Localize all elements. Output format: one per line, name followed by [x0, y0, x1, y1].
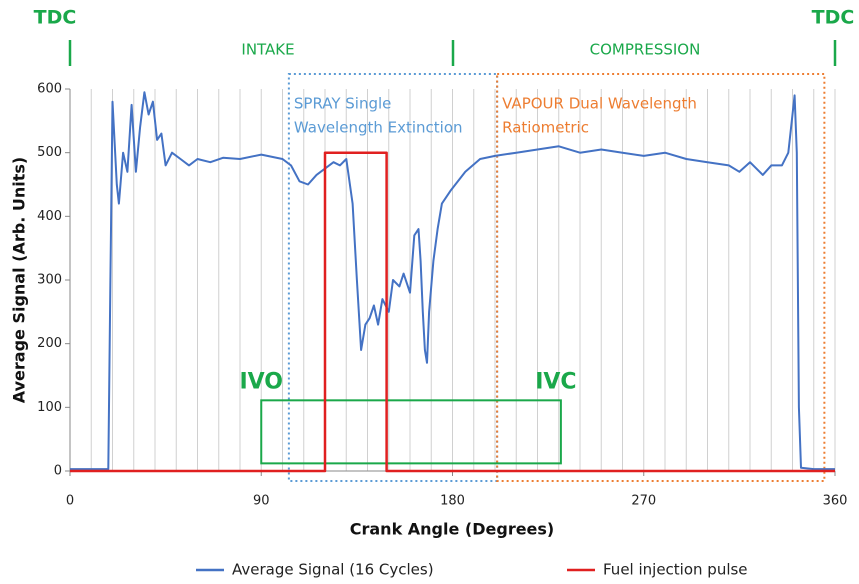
region-label: SPRAY Single [294, 95, 392, 113]
valve-label: IVC [535, 369, 576, 394]
x-tick-label: 90 [253, 494, 270, 509]
region-label: VAPOUR Dual Wavelength [502, 95, 697, 113]
x-axis-label: Crank Angle (Degrees) [350, 520, 555, 539]
y-axis-label: Average Signal (Arb. Units) [10, 157, 29, 403]
valve-label: IVO [239, 369, 283, 394]
y-tick-label: 600 [37, 82, 62, 97]
tdc-label: TDC [34, 7, 77, 29]
x-tick-label: 360 [823, 494, 848, 509]
phase-label: COMPRESSION [590, 41, 701, 59]
phase-label: INTAKE [241, 41, 294, 59]
valve-box [260, 399, 562, 465]
region [496, 73, 826, 482]
y-tick-label: 200 [37, 336, 62, 351]
region-label: Wavelength Extinction [294, 119, 463, 137]
y-tick-label: 300 [37, 273, 62, 288]
legend-label: Average Signal (16 Cycles) [232, 561, 434, 579]
x-tick-label: 180 [440, 494, 465, 509]
x-tick-label: 0 [66, 494, 74, 509]
tdc-label: TDC [812, 7, 855, 29]
legend-label: Fuel injection pulse [603, 561, 748, 579]
region-label: Ratiometric [502, 119, 589, 137]
y-tick-label: 100 [37, 400, 62, 415]
y-tick-label: 0 [54, 464, 62, 479]
x-tick-label: 270 [631, 494, 656, 509]
series-line [70, 151, 835, 473]
y-tick-label: 400 [37, 209, 62, 224]
y-tick-label: 500 [37, 145, 62, 160]
